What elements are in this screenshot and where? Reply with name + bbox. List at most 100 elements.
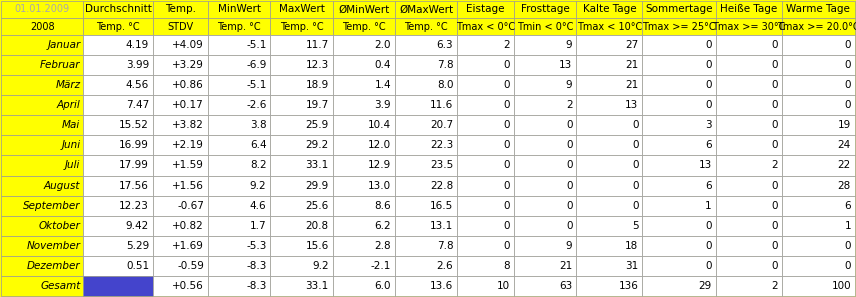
Text: 4.56: 4.56: [126, 80, 149, 90]
Bar: [457, 276, 514, 296]
Bar: [84, 196, 153, 216]
Bar: [716, 256, 782, 276]
Bar: [84, 216, 153, 236]
Text: 0: 0: [503, 241, 510, 251]
Bar: [782, 18, 855, 35]
Bar: [333, 155, 395, 176]
Text: Tmax >= 30°C: Tmax >= 30°C: [712, 21, 786, 31]
Bar: [208, 176, 270, 196]
Text: Mai: Mai: [62, 120, 80, 130]
Text: 18.9: 18.9: [306, 80, 329, 90]
Text: 33.1: 33.1: [306, 281, 329, 291]
Text: 13: 13: [559, 60, 573, 70]
Bar: [84, 115, 153, 135]
Text: Warme Tage: Warme Tage: [787, 4, 850, 15]
Bar: [716, 276, 782, 296]
Text: 20.8: 20.8: [306, 221, 329, 231]
Bar: [270, 35, 333, 55]
Bar: [716, 216, 782, 236]
Text: 0: 0: [771, 140, 778, 150]
Bar: [642, 1, 716, 18]
Text: 27: 27: [625, 40, 639, 50]
Bar: [514, 196, 576, 216]
Text: 21: 21: [625, 80, 639, 90]
Bar: [514, 135, 576, 155]
Bar: [333, 1, 395, 18]
Text: 8: 8: [503, 261, 510, 271]
Text: 9.2: 9.2: [312, 261, 329, 271]
Bar: [642, 35, 716, 55]
Text: 0: 0: [705, 221, 711, 231]
Text: Temp. °C: Temp. °C: [97, 21, 140, 31]
Text: 0: 0: [771, 181, 778, 191]
Text: +1.69: +1.69: [172, 241, 204, 251]
Bar: [642, 236, 716, 256]
Text: 0: 0: [705, 241, 711, 251]
Bar: [576, 75, 642, 95]
Bar: [333, 176, 395, 196]
Bar: [716, 135, 782, 155]
Text: +1.59: +1.59: [172, 160, 204, 170]
Bar: [270, 256, 333, 276]
Bar: [333, 135, 395, 155]
Bar: [457, 155, 514, 176]
Bar: [716, 18, 782, 35]
Bar: [1, 35, 84, 55]
Bar: [333, 276, 395, 296]
Text: Juli: Juli: [65, 160, 80, 170]
Bar: [642, 18, 716, 35]
Text: 2: 2: [503, 40, 510, 50]
Bar: [84, 256, 153, 276]
Text: Tmin < 0°C: Tmin < 0°C: [517, 21, 574, 31]
Text: 3.9: 3.9: [374, 100, 391, 110]
Bar: [153, 35, 208, 55]
Bar: [782, 75, 855, 95]
Bar: [270, 1, 333, 18]
Bar: [782, 35, 855, 55]
Text: -5.1: -5.1: [246, 80, 266, 90]
Text: Temp. °C: Temp. °C: [404, 21, 448, 31]
Bar: [457, 115, 514, 135]
Text: STDV: STDV: [168, 21, 193, 31]
Text: 1.4: 1.4: [374, 80, 391, 90]
Bar: [576, 115, 642, 135]
Text: 5.29: 5.29: [126, 241, 149, 251]
Bar: [576, 196, 642, 216]
Text: 0: 0: [771, 60, 778, 70]
Bar: [716, 75, 782, 95]
Bar: [1, 18, 84, 35]
Text: 2.8: 2.8: [374, 241, 391, 251]
Bar: [84, 276, 153, 296]
Bar: [84, 75, 153, 95]
Bar: [395, 236, 457, 256]
Text: 24: 24: [838, 140, 851, 150]
Bar: [84, 176, 153, 196]
Bar: [84, 95, 153, 115]
Text: 8.6: 8.6: [374, 201, 391, 211]
Text: 0: 0: [771, 100, 778, 110]
Text: 0: 0: [632, 201, 639, 211]
Bar: [395, 135, 457, 155]
Bar: [576, 276, 642, 296]
Text: 6: 6: [705, 140, 711, 150]
Text: 13.0: 13.0: [368, 181, 391, 191]
Bar: [208, 95, 270, 115]
Text: 19.7: 19.7: [306, 100, 329, 110]
Text: 33.1: 33.1: [306, 160, 329, 170]
Text: 0: 0: [503, 181, 510, 191]
Text: 2: 2: [771, 281, 778, 291]
Bar: [457, 1, 514, 18]
Bar: [333, 55, 395, 75]
Text: 0: 0: [771, 120, 778, 130]
Text: 9: 9: [566, 241, 573, 251]
Bar: [782, 176, 855, 196]
Text: 0.4: 0.4: [375, 60, 391, 70]
Bar: [208, 75, 270, 95]
Text: 4.19: 4.19: [126, 40, 149, 50]
Text: -6.9: -6.9: [246, 60, 266, 70]
Text: 1.7: 1.7: [250, 221, 266, 231]
Text: August: August: [44, 181, 80, 191]
Text: 0: 0: [771, 40, 778, 50]
Bar: [782, 135, 855, 155]
Text: 9.2: 9.2: [250, 181, 266, 191]
